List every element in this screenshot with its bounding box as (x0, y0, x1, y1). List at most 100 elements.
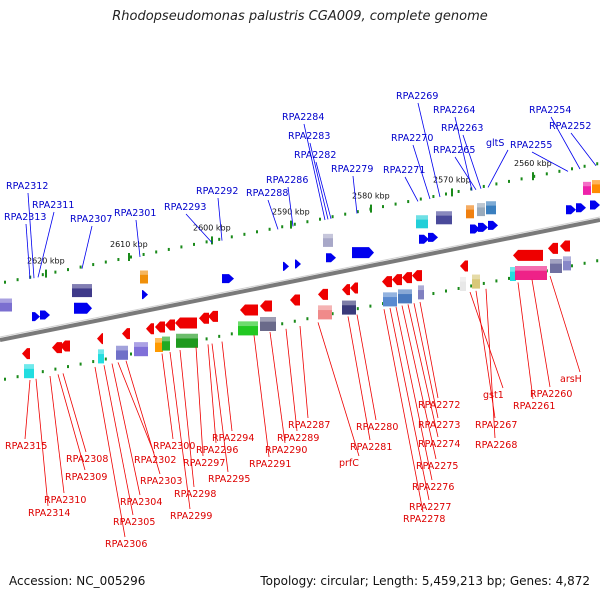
forward-gene-block (72, 284, 92, 298)
gene-label-forward: RPA2292 (196, 186, 238, 197)
page-title: Rhodopseudomonas palustris CGA009, compl… (112, 9, 488, 24)
reverse-gene-block (238, 321, 258, 336)
gene-leader-line-reverse (317, 322, 360, 457)
scale-dot-lower (495, 279, 498, 283)
gene-label-reverse: RPA2272 (418, 400, 460, 411)
gene-label-reverse: RPA2298 (174, 489, 216, 500)
gene-label-reverse: RPA2281 (350, 442, 392, 453)
reverse-gene-block-shine (134, 342, 148, 347)
scale-dot-lower (41, 370, 44, 374)
gene-leader-line-forward (412, 144, 431, 200)
gene-leader-line-reverse (389, 307, 430, 501)
gene-label-reverse: RPA2309 (65, 472, 107, 483)
gene-leader-line-reverse (475, 290, 496, 419)
gene-leader-line-reverse (517, 282, 534, 400)
forward-gene-block-shine (466, 205, 474, 210)
gene-label-reverse: prfC (339, 458, 359, 469)
gene-label-forward: RPA2284 (282, 112, 324, 123)
gene-label-reverse: RPA2304 (120, 497, 162, 508)
forward-gene-arrow (283, 261, 289, 271)
forward-gene-arrow (40, 310, 50, 320)
reverse-gene-block (398, 289, 412, 304)
scale-dot-upper (243, 232, 246, 236)
scale-dot-upper (445, 192, 447, 196)
gene-label-reverse: RPA2302 (134, 455, 176, 466)
gene-leader-line-forward (462, 134, 482, 189)
gene-leader-line-forward (417, 102, 441, 198)
forward-gene-arrow (295, 259, 301, 269)
gene-leader-line-forward (267, 199, 279, 230)
gene-leader-line-reverse (401, 305, 437, 460)
genome-backbone-highlight (0, 216, 600, 338)
scale-dot-upper (432, 195, 435, 199)
scale-dot-upper (205, 240, 208, 244)
reverse-gene-block-shine (550, 259, 562, 264)
scale-major-tick (451, 188, 453, 197)
scale-dot-lower (432, 292, 435, 296)
scale-major-tick (290, 220, 292, 229)
reverse-gene-arrow (52, 342, 62, 354)
gene-leader-line-forward (27, 192, 35, 279)
gene-leader-line-forward (352, 175, 358, 214)
gene-label-reverse: RPA2308 (66, 454, 108, 465)
scale-dot-upper (319, 217, 321, 221)
gene-label-reverse: RPA2277 (409, 502, 451, 513)
scale-dot-lower (369, 304, 372, 308)
reverse-gene-block (515, 266, 547, 280)
forward-gene-block-shine (140, 270, 148, 275)
reverse-gene-arrow (290, 294, 300, 306)
reverse-gene-block (260, 317, 276, 331)
reverse-gene-block (155, 338, 163, 352)
gene-leader-line-reverse (49, 375, 65, 494)
gene-leader-line-forward (217, 197, 223, 241)
scale-dot-upper (545, 172, 548, 176)
scale-dot-lower (54, 367, 57, 371)
scale-dot-lower (16, 375, 19, 379)
gene-leader-line-reverse (125, 360, 161, 475)
reverse-gene-arrow (60, 340, 70, 352)
forward-gene-arrow (326, 253, 336, 263)
gene-label-reverse: RPA2294 (212, 433, 254, 444)
scale-dot-upper (281, 225, 284, 229)
gene-leader-line-forward (185, 213, 213, 243)
gene-label-forward: RPA2270 (391, 133, 433, 144)
reverse-gene-arrow (260, 300, 272, 312)
scale-dot-upper (533, 174, 536, 178)
gene-leader-line-forward (81, 225, 93, 269)
gene-leader-line-forward (550, 116, 581, 170)
scale-dot-lower (4, 377, 6, 381)
gene-label-reverse: RPA2299 (170, 511, 212, 522)
gene-label-reverse: RPA2260 (530, 389, 572, 400)
scale-dot-upper (268, 227, 271, 231)
scale-dot-lower (92, 360, 95, 364)
forward-gene-block-shine (486, 201, 496, 206)
reverse-gene-block-shine (563, 256, 571, 262)
scale-dot-upper (92, 263, 95, 267)
reverse-gene-arrow (460, 260, 468, 272)
scale-dot-upper (16, 278, 19, 282)
forward-gene-block (477, 203, 485, 217)
gene-label-reverse: RPA2306 (105, 539, 147, 550)
gene-leader-line-forward (454, 156, 477, 191)
scale-dot-lower (218, 334, 221, 338)
scale-dot-upper (558, 169, 561, 173)
reverse-gene-block (472, 274, 480, 289)
gene-label-reverse: gst1 (483, 390, 504, 401)
reverse-gene-block-shine (398, 289, 412, 295)
gene-leader-line-forward (404, 176, 419, 202)
scale-dot-upper (356, 210, 359, 214)
scale-dot-upper (482, 184, 485, 188)
scale-dot-lower (470, 284, 473, 288)
reverse-gene-block-shine (24, 364, 34, 369)
gene-label-forward: RPA2263 (441, 123, 483, 134)
gene-leader-line-forward (315, 161, 332, 219)
scale-dot-upper (508, 179, 510, 183)
gene-label-forward: RPA2283 (288, 131, 330, 142)
gene-leader-line-forward (487, 149, 509, 188)
gene-label-forward: RPA2307 (70, 214, 112, 225)
accession-text: Accession: NC_005296 (9, 574, 146, 588)
gene-label-reverse: RPA2261 (513, 401, 555, 412)
gene-label-reverse: RPA2280 (356, 422, 398, 433)
scale-dot-upper (520, 177, 523, 181)
reverse-gene-block-shine (260, 317, 276, 322)
